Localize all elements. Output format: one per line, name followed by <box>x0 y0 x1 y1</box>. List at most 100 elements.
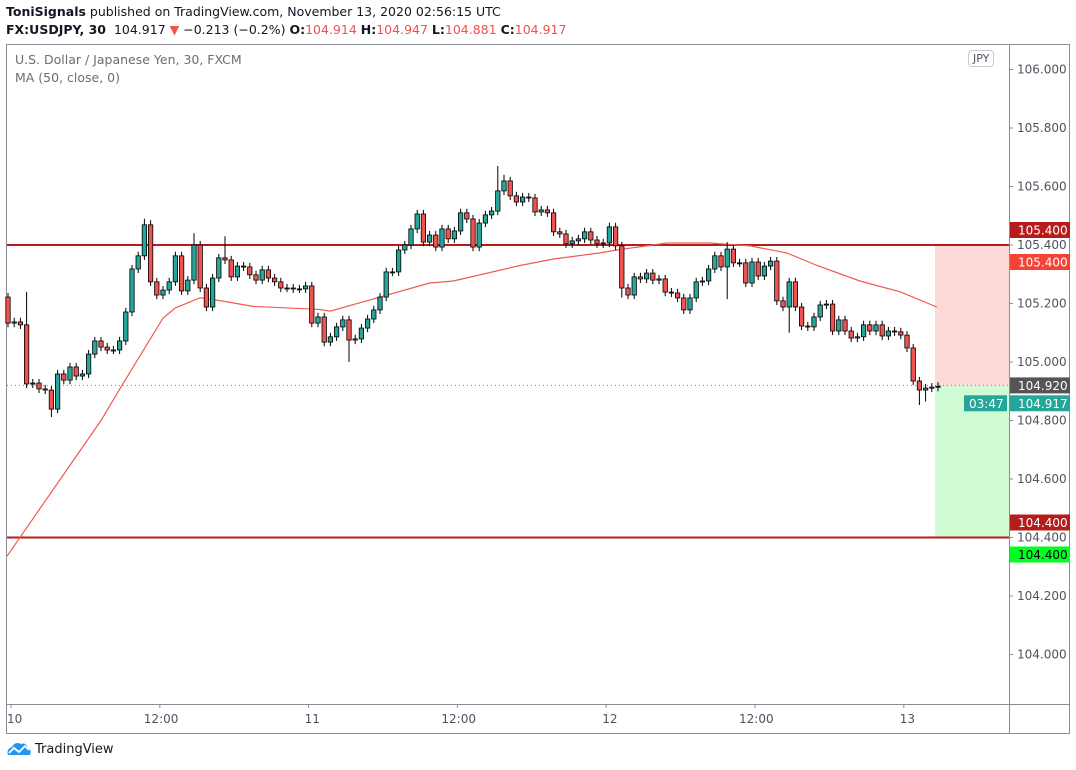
candle-body-up <box>854 336 861 339</box>
candle-body-up <box>296 288 303 291</box>
candle-body-up <box>395 249 402 273</box>
candle-body-up <box>160 289 166 296</box>
price-label-text: 104.400 <box>1018 516 1068 530</box>
candle-body-down <box>730 248 737 264</box>
candle <box>557 227 563 238</box>
candle <box>718 251 724 272</box>
price-label: 104.400 <box>1010 514 1070 531</box>
candle-body-up <box>352 338 358 341</box>
y-tick-label: 104.200 <box>1017 589 1067 603</box>
candle <box>383 267 389 302</box>
candle <box>563 229 569 248</box>
candle <box>513 191 520 207</box>
candle-body-up <box>811 316 817 328</box>
candle-body-up <box>451 230 458 240</box>
y-tick-label: 105.200 <box>1017 297 1067 311</box>
candle <box>216 253 222 283</box>
price-label-text: 104.920 <box>1018 379 1068 393</box>
candle-body-down <box>197 244 203 289</box>
candle <box>836 315 842 336</box>
y-tick-label: 104.800 <box>1017 414 1067 428</box>
candle <box>799 302 805 331</box>
candle-body-down <box>271 277 278 283</box>
last-price: 104.917 <box>113 22 166 37</box>
candle <box>197 240 203 293</box>
price-label-bg <box>1010 222 1070 238</box>
candle <box>129 264 135 317</box>
candle-body-down <box>222 257 228 261</box>
candle <box>668 287 675 298</box>
candle-body-down <box>892 330 898 333</box>
candle <box>30 378 36 389</box>
candle-body-up <box>706 268 712 282</box>
candle <box>768 256 774 271</box>
candle-body-up <box>569 240 575 245</box>
candle-body-up <box>656 278 662 281</box>
candle-body-up <box>935 385 941 388</box>
candle <box>414 209 420 234</box>
tradingview-logo[interactable]: TradingView <box>6 741 114 757</box>
candle <box>439 224 445 252</box>
candle <box>619 241 625 298</box>
price-label: 105.400 <box>1010 222 1070 238</box>
candle-body-up <box>414 213 420 230</box>
candle-body-up <box>482 214 489 224</box>
candle-body-down <box>526 196 532 199</box>
candle-body-up <box>737 262 743 265</box>
x-tick-label: 13 <box>900 712 915 726</box>
candle-body-down <box>588 231 594 241</box>
candle <box>712 251 718 274</box>
candle-body-down <box>799 306 805 327</box>
ma-legend[interactable]: MA (50, close, 0) <box>15 70 121 85</box>
candle <box>228 255 234 281</box>
candle <box>185 276 191 296</box>
currency-badge[interactable]: JPY <box>968 50 995 67</box>
candle-body-down <box>265 269 272 279</box>
y-tick-label: 104.000 <box>1017 648 1067 662</box>
countdown-text: 03:47 <box>969 397 1004 411</box>
symbol-info: FX:USDJPY, 30 104.917 ▼ −0.213 (−0.2%) O… <box>6 22 566 37</box>
candle <box>73 362 79 381</box>
candle <box>36 378 42 394</box>
candle-body-down <box>228 259 234 278</box>
candle <box>817 300 823 322</box>
high-value: 104.947 <box>376 22 428 37</box>
price-label-bg <box>1010 514 1070 531</box>
candle <box>160 285 166 300</box>
candle-body-down <box>17 321 24 326</box>
candle-body-down <box>551 212 557 233</box>
candle <box>805 321 811 331</box>
candle <box>724 242 730 300</box>
candle <box>426 230 433 247</box>
candle <box>408 224 414 250</box>
y-tick-label: 105.000 <box>1017 355 1067 369</box>
price-label-text: 104.400 <box>1018 548 1068 562</box>
candle <box>786 277 792 333</box>
candle-body-up <box>457 212 464 232</box>
candle <box>55 369 61 414</box>
candle-body-up <box>129 268 135 313</box>
price-label: 105.400 <box>1010 254 1070 270</box>
brand-name: TradingView <box>35 741 114 757</box>
candle <box>265 265 272 283</box>
candle-body-down <box>5 296 11 324</box>
candle <box>495 166 501 216</box>
candle-body-down <box>532 197 538 213</box>
candle-body-down <box>61 373 67 381</box>
candle-body-up <box>929 386 935 389</box>
candle <box>743 258 749 288</box>
candle <box>749 257 755 288</box>
candle-body-up <box>389 271 396 274</box>
candle <box>309 281 315 328</box>
candle <box>898 327 904 340</box>
price-change: −0.213 (−0.2%) <box>183 22 286 37</box>
candle <box>42 384 48 395</box>
candle <box>761 261 768 281</box>
candle <box>222 236 228 265</box>
candle <box>823 299 830 310</box>
cloud-logo-icon <box>7 743 31 755</box>
close-value: 104.917 <box>514 22 567 37</box>
price-label-bg <box>1010 395 1070 412</box>
price-label-bg <box>1010 377 1070 394</box>
